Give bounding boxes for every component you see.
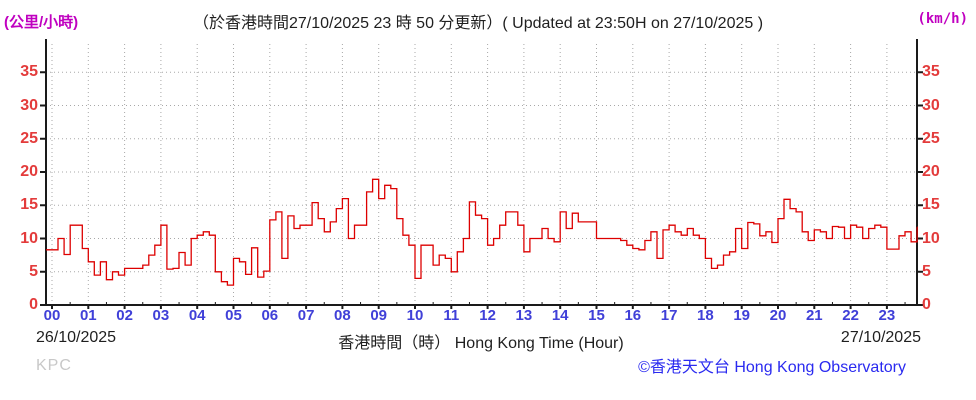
x-axis-tick-label: 01 [79,307,97,324]
x-axis-tick-label: 07 [297,307,315,324]
x-axis-tick-label: 19 [733,307,751,324]
y-axis-tick-label-right: 0 [922,296,931,313]
x-axis-tick-label: 05 [225,307,242,324]
y-axis-tick-label-left: 0 [29,296,38,313]
y-axis-tick-label-left: 20 [20,163,38,180]
x-axis-tick-label: 10 [406,307,424,324]
x-axis-tick-label: 15 [588,307,605,324]
x-axis-tick-label: 14 [551,307,569,324]
y-axis-tick-label-right: 25 [922,129,940,147]
chart-title: （於香港時間27/10/2025 23 時 50 分更新）( Updated a… [192,15,764,32]
x-axis-tick-label: 16 [624,307,642,324]
y-axis-tick-label-left: 25 [20,129,38,147]
x-axis-tick-label: 06 [261,307,279,324]
y-axis-tick-label-right: 5 [922,262,931,280]
y-axis-tick-label-left: 35 [20,63,38,81]
y-axis-tick-label-right: 10 [922,229,940,247]
y-axis-tick-label-right: 15 [922,196,940,214]
x-axis-tick-label: 23 [878,307,896,324]
x-axis-tick-label: 21 [805,307,823,324]
y-axis-unit-right: (km/h) [917,11,968,27]
y-axis-tick-label-left: 5 [29,262,38,280]
copyright-notice: ©香港天文台 Hong Kong Observatory [638,359,906,376]
x-axis-tick-label: 18 [697,307,714,324]
x-axis-tick-label: 17 [660,307,678,324]
y-axis-tick-label-right: 20 [922,163,940,180]
x-axis-tick-label: 09 [370,307,388,324]
y-axis-tick-label-left: 15 [20,196,38,214]
station-code: KPC [36,357,72,374]
x-axis-tick-label: 02 [116,307,133,324]
x-axis-tick-label: 12 [479,307,496,324]
x-axis-date-end: 27/10/2025 [840,329,921,346]
x-axis-tick-label: 13 [515,307,533,324]
x-axis-tick-label: 00 [43,307,61,324]
x-axis-tick-label: 11 [443,307,460,324]
y-axis-unit-left: (公里/小時) [4,14,79,31]
x-axis-tick-label: 04 [188,307,206,324]
x-axis-tick-label: 22 [842,307,859,324]
y-axis-tick-label-left: 10 [20,229,38,247]
wind-speed-series-line [46,178,918,286]
x-axis-date-start: 26/10/2025 [36,329,117,346]
y-axis-tick-label-right: 35 [922,63,940,81]
x-axis-tick-label: 20 [769,307,787,324]
y-axis-tick-label-left: 30 [20,96,38,114]
y-axis-tick-label-right: 30 [922,96,940,114]
x-axis-tick-label: 03 [152,307,170,324]
x-axis-tick-label: 08 [334,307,351,324]
x-axis-title: 香港時間（時） Hong Kong Time (Hour) [338,335,624,352]
